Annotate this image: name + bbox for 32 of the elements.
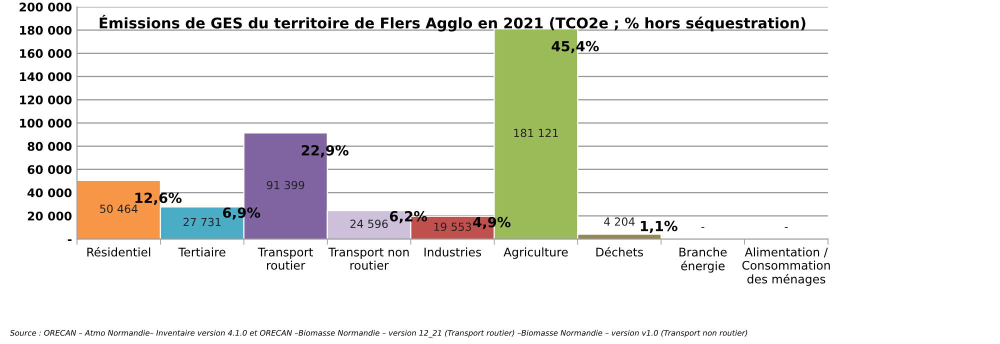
annotation: 6,2% [390, 211, 428, 224]
y-tick-label: 100 000 [20, 118, 72, 128]
x-tick-label: Transport non routier [328, 248, 409, 270]
x-tick-label: Transport routier [258, 248, 314, 270]
x-tick-label: Branche énergie [680, 247, 727, 273]
x-tick-label: Déchets [596, 246, 643, 257]
data-label: - [701, 227, 704, 228]
y-tick-label: 120 000 [20, 95, 72, 104]
data-label: 91 399 [266, 180, 304, 190]
y-tick-label: 80 000 [28, 142, 72, 151]
y-tick-label: 20 000 [28, 212, 72, 221]
data-label: 4 204 [604, 217, 635, 226]
x-tick-label: Résidentiel [87, 246, 150, 257]
x-tick-label: Tertiaire [178, 247, 226, 257]
y-tick-label: 60 000 [28, 165, 72, 174]
y-tick-label: 160 000 [20, 49, 72, 58]
data-label: 181 121 [514, 128, 558, 138]
data-label: - [784, 227, 788, 228]
x-tick-label: Alimentation / Consommation des ménages [742, 247, 830, 286]
x-tick-label: Agriculture [504, 247, 568, 259]
data-label: 27 731 [184, 218, 221, 226]
y-tick-label: 40 000 [27, 188, 72, 198]
data-label: 50 464 [100, 204, 138, 214]
y-tick-label: 200 000 [20, 2, 72, 12]
y-tick-label: 180 000 [20, 26, 72, 35]
annotation: 1,1% [640, 220, 678, 234]
y-tick-label: - [68, 239, 72, 242]
data-label: 19 553 [434, 222, 472, 231]
data-label: 24 596 [350, 220, 388, 228]
y-tick-label: 140 000 [20, 72, 72, 82]
text: Émissions de GES du territoire de Flers Agglo en 2021 (TCO2e ; % hors séquestration) [100, 14, 806, 32]
x-tick-label: Industries [424, 247, 482, 257]
